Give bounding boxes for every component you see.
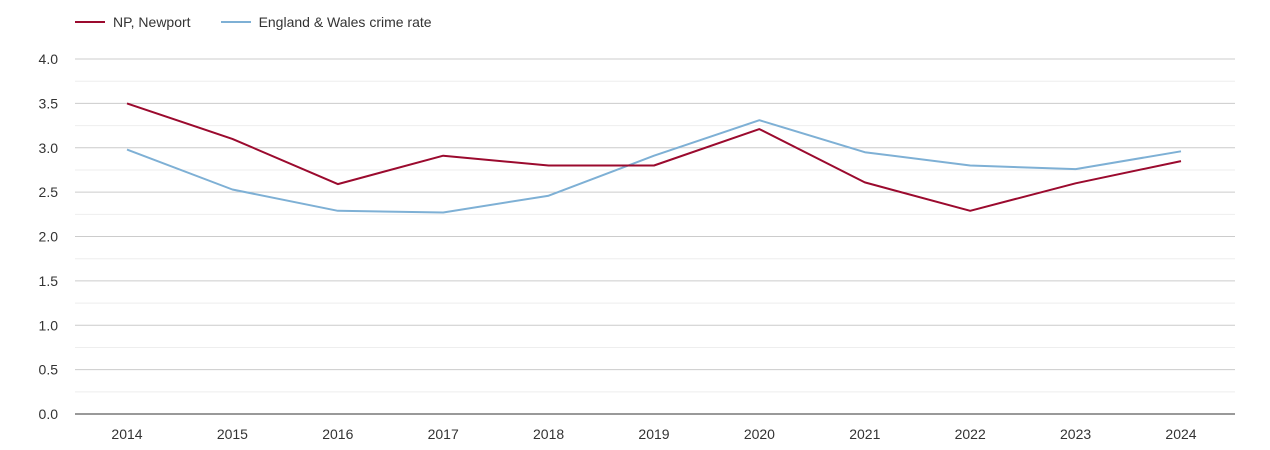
series-lines [126,102,1182,214]
legend-item-newport[interactable]: NP, Newport [75,14,191,30]
legend-swatch-newport [75,21,105,23]
y-tick-label: 1.0 [39,317,59,333]
x-tick-label: 2022 [955,426,986,442]
x-tick-label: 2023 [1060,426,1091,442]
series-line-np-newport [126,102,1182,212]
x-tick-label: 2019 [638,426,669,442]
y-tick-label: 2.5 [39,184,59,200]
legend-item-england-wales[interactable]: England & Wales crime rate [220,14,432,30]
x-tick-label: 2018 [533,426,564,442]
chart-legend: NP, Newport England & Wales crime rate [75,14,432,30]
x-tick-label: 2014 [111,426,142,442]
grid-lines [75,58,1235,393]
x-tick-label: 2016 [322,426,353,442]
series-line-england-wales-crime-rate [126,119,1182,214]
y-tick-label: 1.5 [39,273,59,289]
legend-label-newport: NP, Newport [113,14,191,30]
x-tick-label: 2017 [428,426,459,442]
y-tick-label: 3.0 [39,140,59,156]
x-tick-label: 2024 [1165,426,1196,442]
legend-label-england-wales: England & Wales crime rate [258,14,432,30]
y-tick-label: 2.0 [39,229,59,245]
x-tick-label: 2020 [744,426,775,442]
x-tick-label: 2021 [849,426,880,442]
y-tick-label: 4.0 [39,51,59,67]
y-tick-label: 0.5 [39,362,59,378]
x-tick-label: 2015 [217,426,248,442]
legend-swatch-england-wales [220,21,251,23]
y-tick-label: 3.5 [39,95,59,111]
y-tick-label: 0.0 [39,406,59,422]
axes: 0.0 0.5 1.0 1.5 2.0 2.5 3.0 3.5 4.0 2014 2015 2016 2… [39,51,1235,442]
